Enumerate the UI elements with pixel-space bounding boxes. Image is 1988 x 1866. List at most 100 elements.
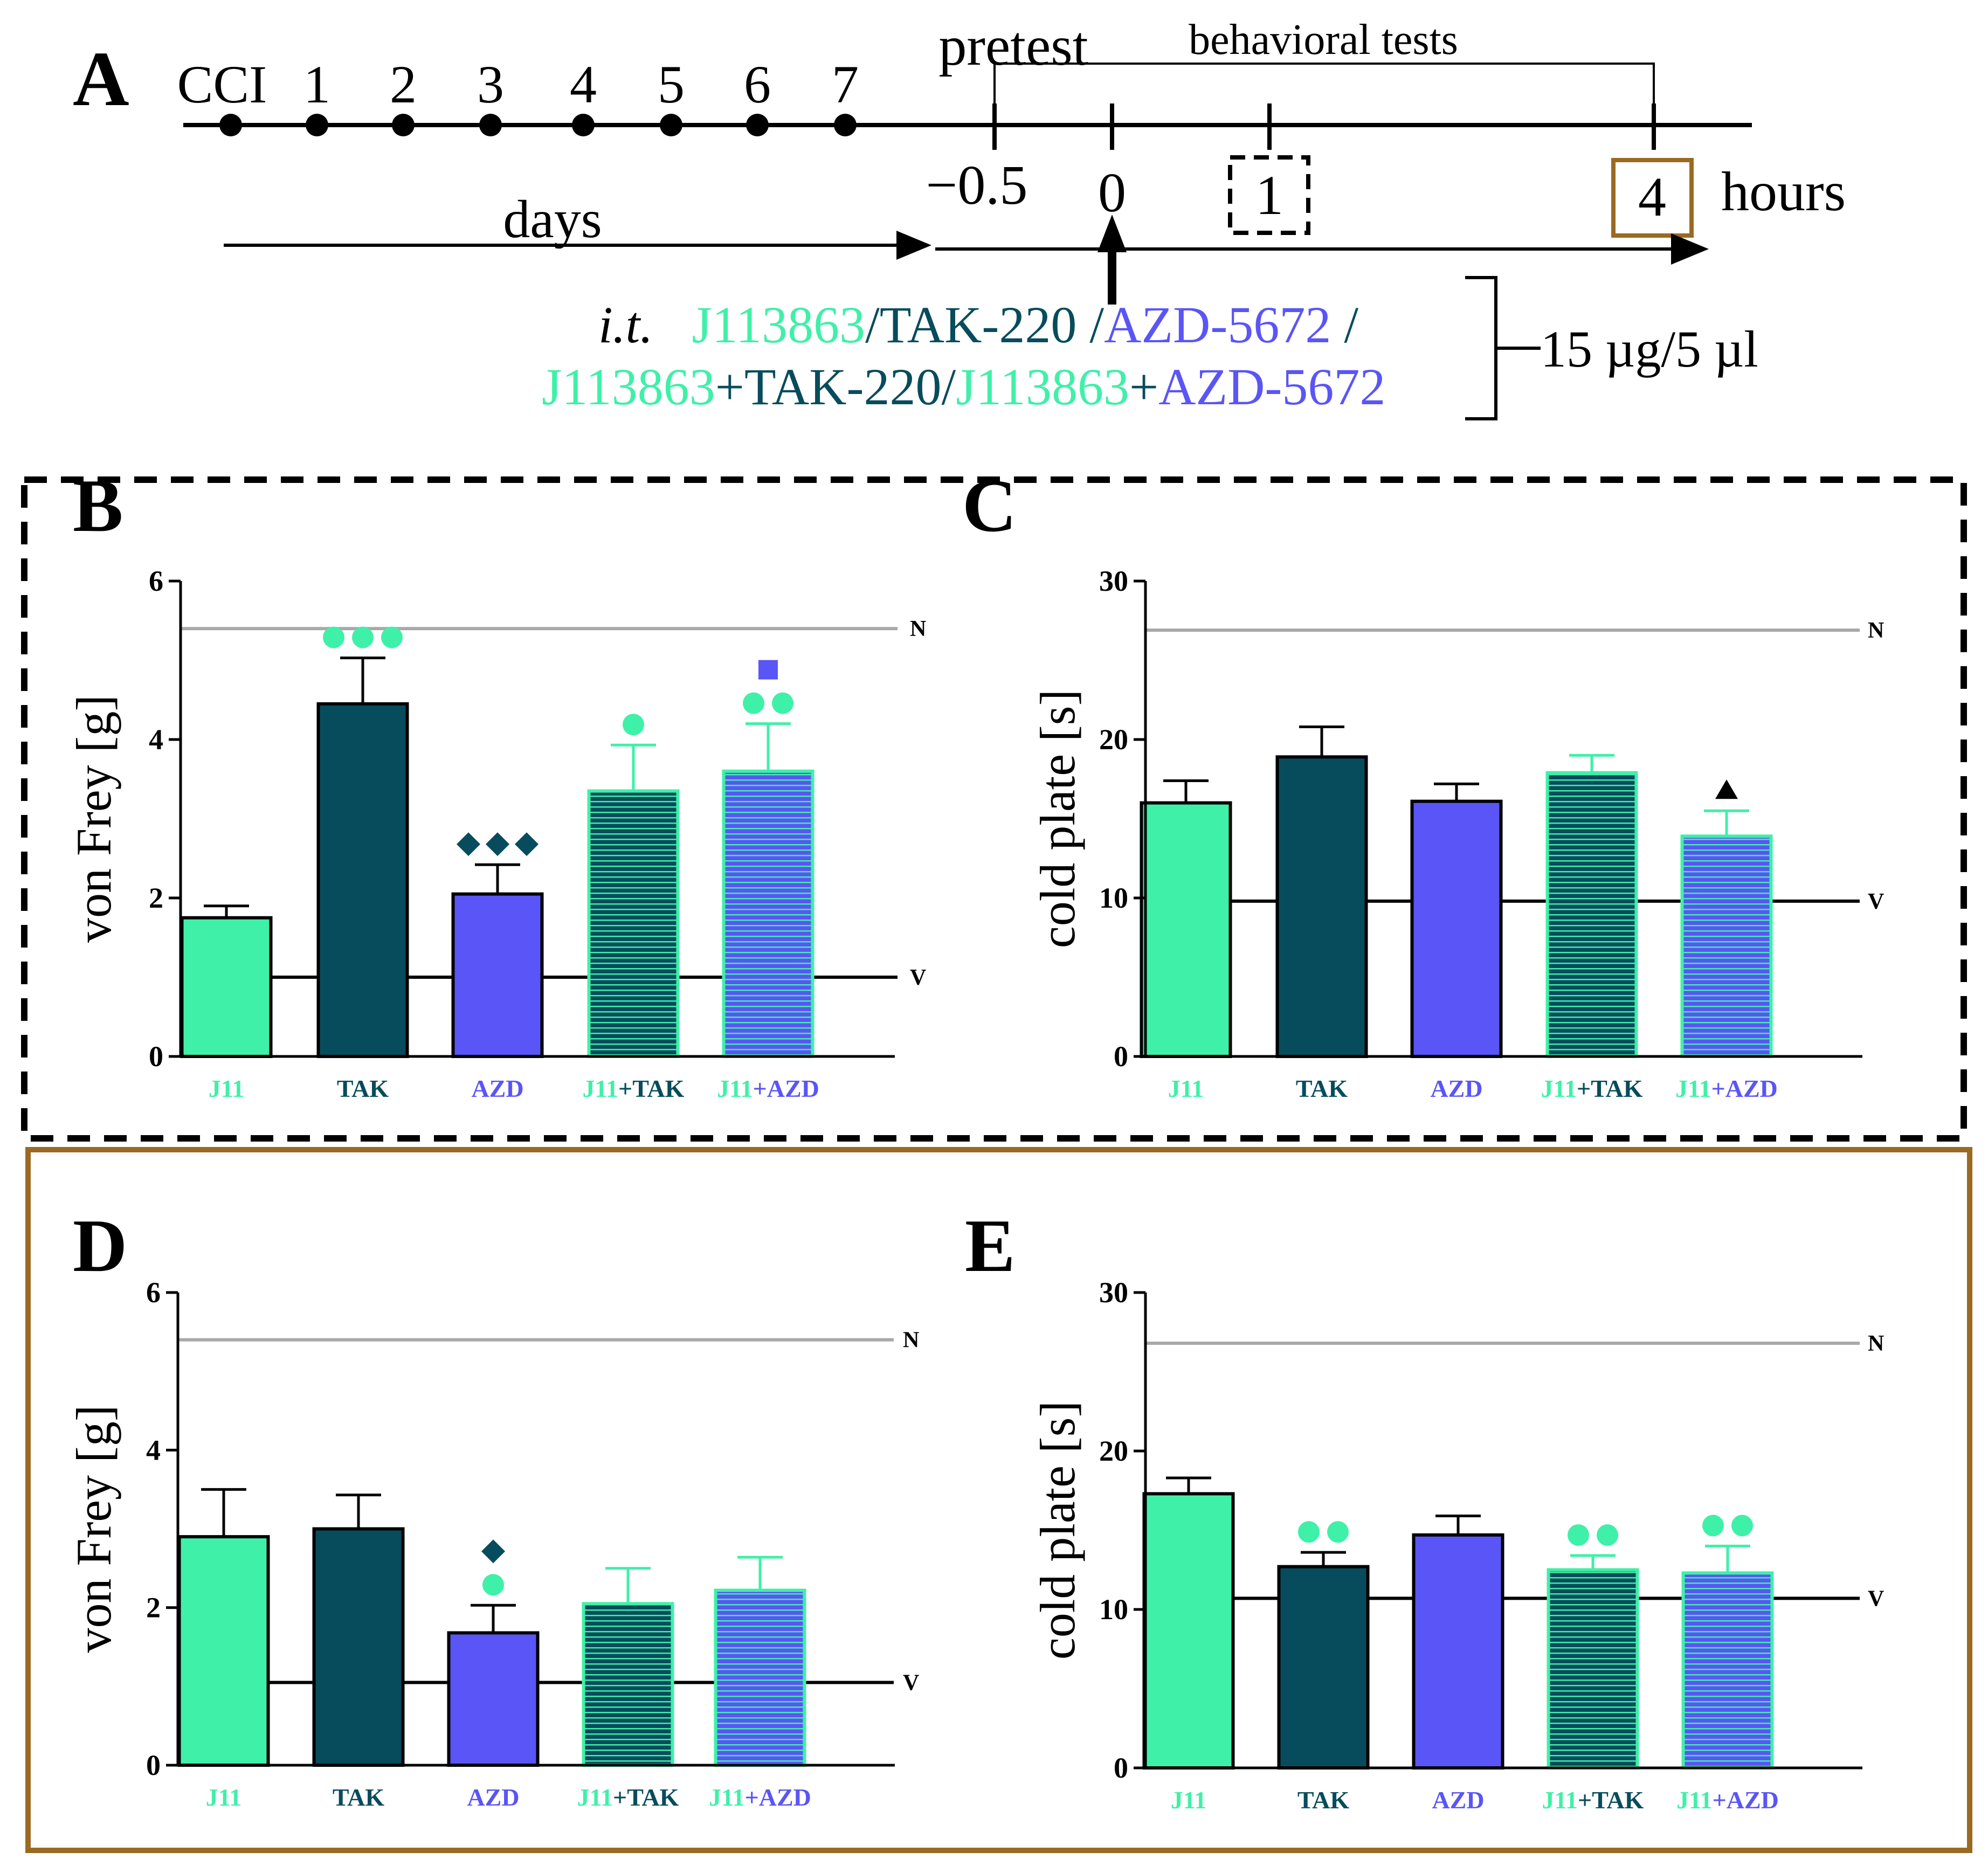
panel-label: C — [962, 464, 1017, 548]
day-dot-1 — [306, 114, 328, 136]
category-label-part: +TAK — [1577, 1075, 1643, 1102]
panel-label: B — [73, 464, 123, 548]
significance-circle-marker — [772, 692, 793, 714]
category-label-part: AZD — [467, 1784, 519, 1811]
day-dot-cci — [219, 114, 242, 136]
category-label: J11 — [209, 1075, 244, 1102]
panel-label: D — [73, 1204, 127, 1288]
category-label: J11+TAK — [1542, 1786, 1644, 1814]
y-tick-label: 0 — [146, 1749, 161, 1781]
significance-square-marker — [758, 660, 778, 680]
bar — [1680, 834, 1773, 1058]
category-label-part: J11 — [577, 1784, 613, 1811]
reference-line-label: V — [910, 965, 926, 990]
pretest-label: pretest — [938, 15, 1088, 77]
day-dot-5 — [660, 114, 682, 136]
significance-circle-marker — [1327, 1521, 1349, 1543]
bar — [587, 789, 680, 1059]
category-label-part: TAK — [337, 1075, 389, 1102]
bar — [1681, 1571, 1774, 1770]
category-label: AZD — [1430, 1075, 1482, 1102]
hour-label-4: 4 — [1638, 166, 1666, 228]
category-label: J11 — [1171, 1786, 1206, 1814]
category-label: J11+AZD — [709, 1784, 811, 1811]
hour-label-0: 0 — [1098, 162, 1126, 224]
y-axis-label: cold plate [s] — [1030, 1401, 1085, 1660]
category-label-part: +AZD — [1711, 1075, 1778, 1102]
dose-bracket — [1465, 276, 1497, 420]
treatment-line2-run: J113863 — [542, 358, 715, 416]
bar — [1410, 799, 1503, 1059]
days-arrow-head — [896, 231, 931, 260]
reference-line-label: V — [903, 1671, 919, 1696]
bar — [451, 892, 544, 1059]
category-label-part: +AZD — [753, 1075, 819, 1102]
y-tick-label: 6 — [149, 565, 163, 597]
bar — [180, 916, 273, 1058]
category-label: AZD — [1432, 1786, 1484, 1814]
significance-circle-marker — [381, 626, 403, 648]
category-label-part: J11 — [1541, 1075, 1577, 1102]
category-label: J11 — [1168, 1075, 1204, 1102]
y-tick-label: 6 — [146, 1276, 161, 1309]
category-label-part: J11 — [709, 1784, 744, 1811]
hour-label-pretest: −0.5 — [926, 154, 1028, 216]
hour-box-4 — [1611, 158, 1694, 238]
y-tick-label: 0 — [149, 1040, 163, 1073]
y-tick-label: 10 — [1099, 1593, 1128, 1626]
bar — [722, 769, 814, 1059]
category-label-part: J11 — [717, 1075, 753, 1102]
treatment-line2-run: + — [1129, 358, 1158, 416]
hours-label: hours — [1721, 161, 1846, 223]
reference-line-label: V — [1868, 1586, 1884, 1611]
category-label-part: J11 — [583, 1075, 618, 1102]
category-label-part: TAK — [1297, 1786, 1349, 1814]
day-dot-7 — [834, 114, 857, 136]
category-label-part: J11 — [1542, 1786, 1578, 1814]
treatment-line2-run: J113863 — [956, 358, 1129, 416]
y-axis-label: von Frey [g] — [66, 695, 121, 943]
treatment-line-2: J113863+TAK-220/J113863+AZD-5672 — [542, 358, 1385, 416]
significance-circle-marker — [482, 1574, 504, 1596]
category-label: J11+AZD — [717, 1075, 819, 1102]
group-box-1h — [21, 476, 1967, 1142]
category-label-part: AZD — [471, 1075, 523, 1102]
dose-label: 15 µg/5 µl — [1541, 320, 1758, 378]
significance-diamond-marker — [486, 832, 509, 856]
panel-a-label: A — [73, 36, 129, 122]
treatment-line2-run: +TAK-220/ — [715, 358, 956, 416]
days-label: days — [503, 189, 602, 249]
category-label-part: J11 — [1171, 1786, 1206, 1814]
day-label-7: 7 — [832, 54, 859, 114]
day-label-cci: CCI — [177, 54, 267, 114]
behavioral-tests-label: behavioral tests — [1189, 16, 1458, 64]
category-label-part: +TAK — [618, 1075, 685, 1102]
day-label-6: 6 — [744, 54, 771, 114]
category-label: J11 — [206, 1784, 241, 1811]
category-label-part: J11 — [206, 1784, 241, 1811]
category-label-part: +AZD — [1713, 1786, 1779, 1814]
treatment-line1-run: TAK-220 — [880, 296, 1077, 354]
bar — [316, 702, 409, 1058]
y-tick-label: 0 — [1114, 1040, 1128, 1073]
bar — [1140, 801, 1232, 1058]
behavioral-tests-bracket — [993, 63, 1655, 103]
reference-line-label: V — [1868, 889, 1884, 914]
y-tick-label: 30 — [1099, 565, 1128, 597]
day-label-5: 5 — [658, 54, 685, 114]
treatment-line1-run: AZD-5672 — [1104, 296, 1331, 354]
y-tick-label: 2 — [146, 1592, 161, 1624]
panel-label: E — [965, 1204, 1015, 1288]
day-dot-4 — [572, 114, 595, 136]
bar — [1277, 1565, 1370, 1770]
significance-circle-marker — [1298, 1521, 1320, 1543]
category-label-part: J11 — [1168, 1075, 1204, 1102]
y-tick-label: 20 — [1099, 1435, 1128, 1467]
category-label-part: TAK — [333, 1784, 384, 1811]
bar — [312, 1527, 405, 1767]
bar — [1547, 1568, 1639, 1770]
